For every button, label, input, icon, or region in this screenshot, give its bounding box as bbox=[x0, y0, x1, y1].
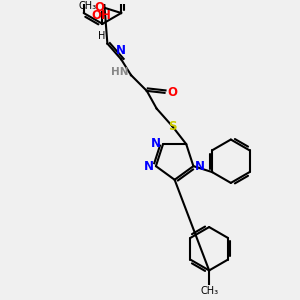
Text: O: O bbox=[167, 86, 178, 99]
Text: N: N bbox=[116, 44, 126, 57]
Text: OH: OH bbox=[92, 9, 111, 22]
Text: N: N bbox=[151, 136, 161, 150]
Text: H: H bbox=[98, 31, 105, 40]
Text: N: N bbox=[195, 160, 206, 172]
Text: CH₃: CH₃ bbox=[79, 1, 97, 11]
Text: HN: HN bbox=[111, 67, 128, 77]
Text: CH₃: CH₃ bbox=[200, 286, 218, 296]
Text: S: S bbox=[168, 120, 177, 133]
Text: N: N bbox=[144, 160, 154, 172]
Text: O: O bbox=[94, 1, 104, 13]
